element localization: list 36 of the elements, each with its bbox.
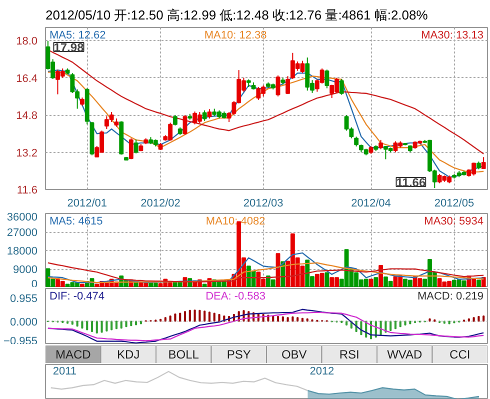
- x-tick-label: 2012/01: [67, 198, 107, 210]
- series-label: MACD: 0.219: [417, 290, 484, 302]
- y-tick-label: 18000: [6, 246, 38, 258]
- text: DIF: -0.474: [50, 290, 105, 302]
- chart-title: 2012/05/10 开:12.50 高:12.99 低:12.48 收:12.76 量:4861 幅:2.08%: [46, 8, 428, 22]
- x-tick-label: 2012/05: [434, 198, 474, 210]
- y-tick-label: 16.4: [16, 72, 38, 85]
- text: MA10: 12.38: [204, 30, 267, 42]
- y-tick-label: 36000: [6, 212, 38, 224]
- y-tick-label: 18.0: [16, 36, 38, 48]
- category-label: OBV: [281, 348, 307, 362]
- x-tick-label: 2012/02: [140, 198, 180, 210]
- text: MA5: 12.62: [50, 30, 106, 42]
- text: MA10: 4082: [206, 216, 266, 228]
- x-tick-label: 2012/04: [351, 198, 391, 210]
- annotation: 2011: [52, 366, 77, 378]
- category-label: RSI: [339, 348, 360, 362]
- y-tick-label: 13.2: [16, 147, 38, 160]
- category-label: WVAD: [387, 348, 423, 362]
- series-label: DEA: -0.583: [206, 290, 266, 302]
- category-label: BOLL: [168, 348, 200, 362]
- y-tick-label: 9000: [13, 264, 38, 276]
- annotation: 2012: [310, 366, 334, 378]
- text: MA5: 4615: [50, 216, 103, 228]
- y-tick-label: 27000: [6, 227, 38, 239]
- category-label: MACD: [55, 348, 92, 362]
- category-label: CCI: [450, 348, 470, 362]
- category-label: KDJ: [117, 348, 140, 362]
- y-tick-label: 0.000: [10, 316, 38, 328]
- y-tick-label: 14.8: [16, 110, 38, 122]
- x-tick-label: 2012/03: [243, 198, 284, 210]
- y-tick-label: 11.6: [16, 184, 38, 196]
- y-tick-label: 0.955: [10, 293, 38, 306]
- category-label: PSY: [226, 348, 251, 362]
- text: MA30: 13.13: [421, 30, 484, 42]
- text: MA30: 5934: [424, 216, 484, 228]
